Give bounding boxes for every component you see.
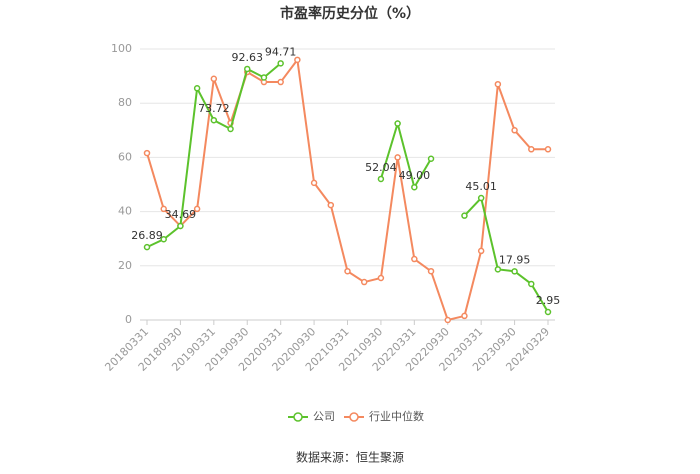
chart-title: 市盈率历史分位（%） [280,5,420,22]
data-point [210,75,218,83]
data-point [193,85,201,92]
data-point [160,235,167,243]
legend-marker [293,412,303,422]
y-tick-label: 60 [118,150,132,163]
data-point [193,205,201,213]
legend-label: 公司 [313,410,335,423]
data-point [544,308,552,316]
data-point [511,127,518,134]
data-point [444,316,451,324]
data-point [344,267,351,275]
data-point [277,60,284,67]
data-point [377,175,385,183]
data-point [260,74,268,81]
data-point [227,125,234,133]
data-point [477,247,485,255]
y-tick-label: 0 [125,313,132,326]
data-point [528,280,535,288]
data-point [360,278,368,286]
data-label: 49.00 [399,169,431,182]
data-point [477,194,485,202]
data-label: 52.04 [365,161,397,174]
data-point [528,146,535,153]
data-point [210,116,218,124]
data-point [494,266,502,273]
data-label: 34.69 [165,208,197,221]
data-label: 45.01 [465,180,497,193]
data-label: 2.95 [536,294,561,307]
data-point [377,274,385,282]
data-point [294,56,301,64]
data-point [244,65,251,73]
data-point [310,179,318,187]
y-tick-label: 80 [118,96,132,109]
data-label: 92.63 [232,51,264,64]
data-label: 73.72 [198,102,230,115]
data-point [461,312,468,320]
data-point [143,149,151,157]
y-tick-label: 20 [118,259,132,272]
data-label: 17.95 [499,253,531,266]
data-point [411,255,418,263]
data-point [160,205,167,213]
data-point [427,155,435,163]
data-point [461,212,468,219]
data-point [394,154,401,161]
data-point [394,120,401,127]
data-point [277,78,284,86]
data-label: 94.71 [265,45,297,58]
data-point [511,268,518,275]
source: 数据来源：恒生聚源 [296,450,404,465]
legend-label: 行业中位数 [369,409,424,423]
data-point [544,146,552,153]
y-tick-label: 100 [111,42,132,55]
legend-marker [349,412,359,422]
data-point [494,80,502,88]
data-point [427,267,435,275]
y-tick-label: 40 [118,205,132,218]
data-point [143,243,151,251]
data-point [177,222,184,230]
data-label: 26.89 [131,229,163,242]
data-point [411,183,418,191]
data-point [327,201,335,209]
